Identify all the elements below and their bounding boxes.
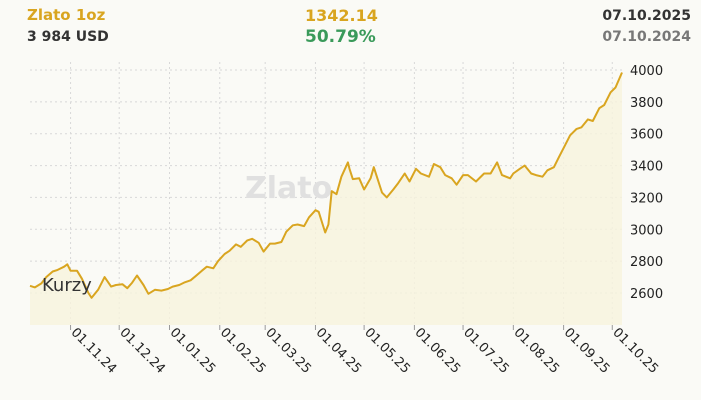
date-current: 07.10.2025 <box>602 8 691 24</box>
y-tick-label: 2800 <box>630 255 663 270</box>
x-tick-label: 01.01.25 <box>167 325 219 377</box>
price-change: 1342.14 <box>305 6 378 25</box>
y-tick-label: 3200 <box>630 191 663 206</box>
y-axis: 2600 2800 3000 3200 3400 3600 3800 4000 <box>630 64 663 302</box>
x-tick-label: 01.07.25 <box>460 325 512 377</box>
y-tick-label: 3400 <box>630 160 663 175</box>
price-area <box>30 72 622 325</box>
watermark: Zlato <box>245 171 332 206</box>
price-line <box>29 72 623 299</box>
date-previous: 07.10.2024 <box>602 29 691 45</box>
x-tick-label: 01.09.25 <box>561 325 613 377</box>
y-tick-label: 3800 <box>630 96 663 111</box>
x-tick-label: 01.11.24 <box>68 325 120 377</box>
x-tick-label: 01.02.25 <box>217 325 269 377</box>
y-tick-label: 3000 <box>630 223 663 238</box>
x-tick-label: 01.12.24 <box>116 325 168 377</box>
x-axis: 01.11.2401.12.2401.01.2501.02.2501.03.25… <box>68 325 661 377</box>
kurzy-logo: Kurzy <box>42 275 92 296</box>
x-tick-label: 01.04.25 <box>313 325 365 377</box>
y-tick-label: 2600 <box>630 287 663 302</box>
y-tick-label: 3600 <box>630 128 663 143</box>
x-tick-label: 01.03.25 <box>262 325 314 377</box>
x-tick-label: 01.08.25 <box>511 325 563 377</box>
x-tick-label: 01.10.25 <box>609 325 661 377</box>
y-tick-label: 4000 <box>630 64 663 79</box>
logo-text: Kurzy <box>42 275 92 296</box>
current-price: 3 984 USD <box>27 29 109 45</box>
instrument-title: Zlato 1oz <box>27 6 106 24</box>
x-tick-label: 01.05.25 <box>361 325 413 377</box>
price-change-percent: 50.79% <box>305 27 376 47</box>
x-tick-label: 01.06.25 <box>412 325 464 377</box>
